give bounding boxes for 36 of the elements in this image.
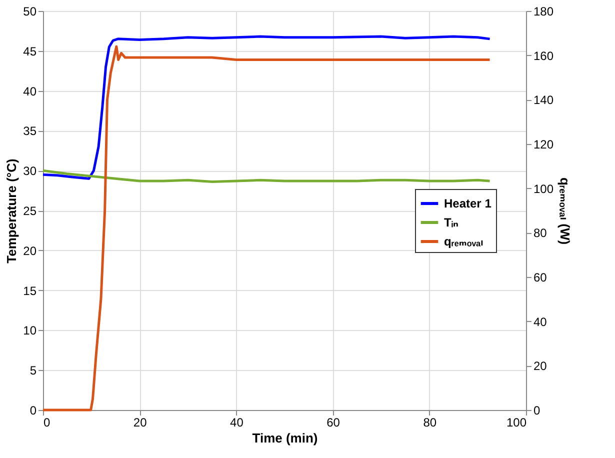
y2-axis-title: qᵣₑₘₒᵥₐₗ (W) — [558, 177, 573, 245]
y2-tick-label: 160 — [534, 48, 554, 63]
y-tick-label: 45 — [23, 44, 37, 58]
x-tick-label: 100 — [506, 416, 527, 430]
y2-tick-label: 100 — [534, 182, 554, 196]
legend-label: Tᵢₙ — [444, 216, 458, 230]
line-series — [42, 45, 492, 412]
x-tick-label: 60 — [326, 416, 340, 430]
x-tick-label: 80 — [423, 416, 437, 430]
y2-tick-label: 140 — [534, 93, 554, 108]
y-tick-label: 5 — [30, 364, 37, 378]
y-tick-label: 35 — [23, 124, 37, 138]
y-tick-label: 20 — [23, 244, 37, 258]
y2-tick-label: 40 — [534, 314, 548, 329]
line-series — [42, 169, 492, 184]
y2-tick-label: 0 — [534, 404, 540, 418]
y2-tick-label: 20 — [534, 359, 548, 374]
x-tick-label: 20 — [133, 416, 148, 430]
y2-tick-label: 120 — [534, 138, 554, 152]
x-tick-label: 0 — [44, 416, 50, 430]
y-tick-label: 25 — [23, 204, 37, 218]
legend-label: Heater 1 — [444, 196, 492, 210]
y2-tick-label: 80 — [534, 226, 548, 240]
y-tick-label: 15 — [23, 284, 37, 298]
y2-tick-label: 60 — [534, 270, 548, 284]
y-tick-label: 40 — [23, 84, 37, 98]
x-axis-title: Time (min) — [252, 430, 318, 446]
legend-label: qᵣₑₘₒᵥₐₗ — [444, 234, 484, 248]
y2-tick-label: 180 — [534, 4, 554, 18]
y-tick-label: 50 — [23, 4, 37, 18]
y-tick-label: 30 — [23, 164, 37, 178]
line-series — [42, 35, 492, 180]
y-tick-label: 10 — [23, 324, 37, 338]
y-axis-title: Temperature (°C) — [4, 158, 20, 264]
y-tick-label: 0 — [30, 404, 37, 418]
x-tick-label: 40 — [230, 416, 244, 430]
